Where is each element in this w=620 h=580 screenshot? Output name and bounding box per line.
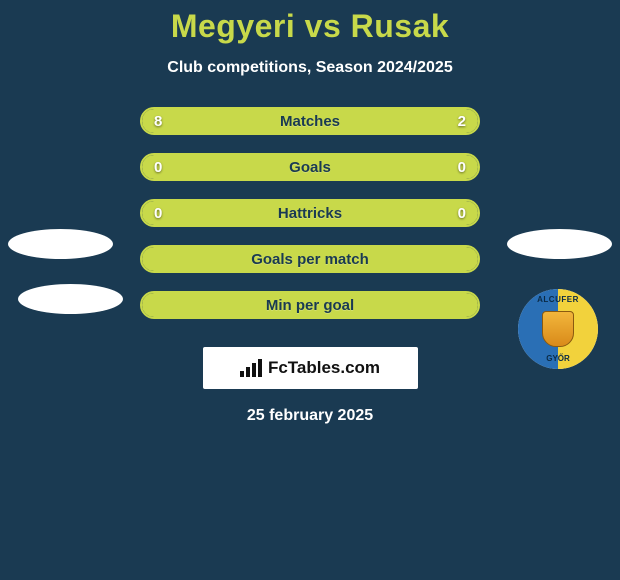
stat-value-right: 2 [458, 113, 466, 130]
stat-label: Goals [142, 159, 478, 176]
stat-row: Min per goal [140, 291, 480, 319]
stat-row: Goals per match [140, 245, 480, 273]
stat-value-right: 0 [458, 205, 466, 222]
subtitle: Club competitions, Season 2024/2025 [167, 59, 452, 77]
player-left-club-placeholder [18, 284, 123, 314]
badge-crest-icon [542, 311, 574, 347]
date-text: 25 february 2025 [247, 407, 373, 425]
badge-top-text: ALCUFER [518, 295, 598, 304]
stat-value-right: 0 [458, 159, 466, 176]
branding-box[interactable]: FcTables.com [203, 347, 418, 389]
bar-chart-icon [240, 359, 262, 377]
player-left-avatar-placeholder [8, 229, 113, 259]
stat-label: Goals per match [142, 251, 478, 268]
player-right-club-badge: ALCUFER GYŐR [518, 289, 598, 369]
stat-label: Matches [142, 113, 478, 130]
stats-area: ALCUFER GYŐR 82Matches00Goals00Hattricks… [0, 107, 620, 337]
stat-label: Min per goal [142, 297, 478, 314]
stat-value-left: 8 [154, 113, 162, 130]
comparison-card: Megyeri vs Rusak Club competitions, Seas… [0, 0, 620, 425]
stat-row: 0 0Goals [140, 153, 480, 181]
player-right-avatar-placeholder [507, 229, 612, 259]
stat-value-left: 0 [154, 205, 162, 222]
branding-text: FcTables.com [268, 358, 380, 378]
stat-row: 8 2Matches [140, 107, 480, 135]
stat-value-left: 0 [154, 159, 162, 176]
stat-row: 0 0Hattricks [140, 199, 480, 227]
page-title: Megyeri vs Rusak [171, 8, 449, 45]
stat-label: Hattricks [142, 205, 478, 222]
badge-bottom-text: GYŐR [518, 354, 598, 363]
